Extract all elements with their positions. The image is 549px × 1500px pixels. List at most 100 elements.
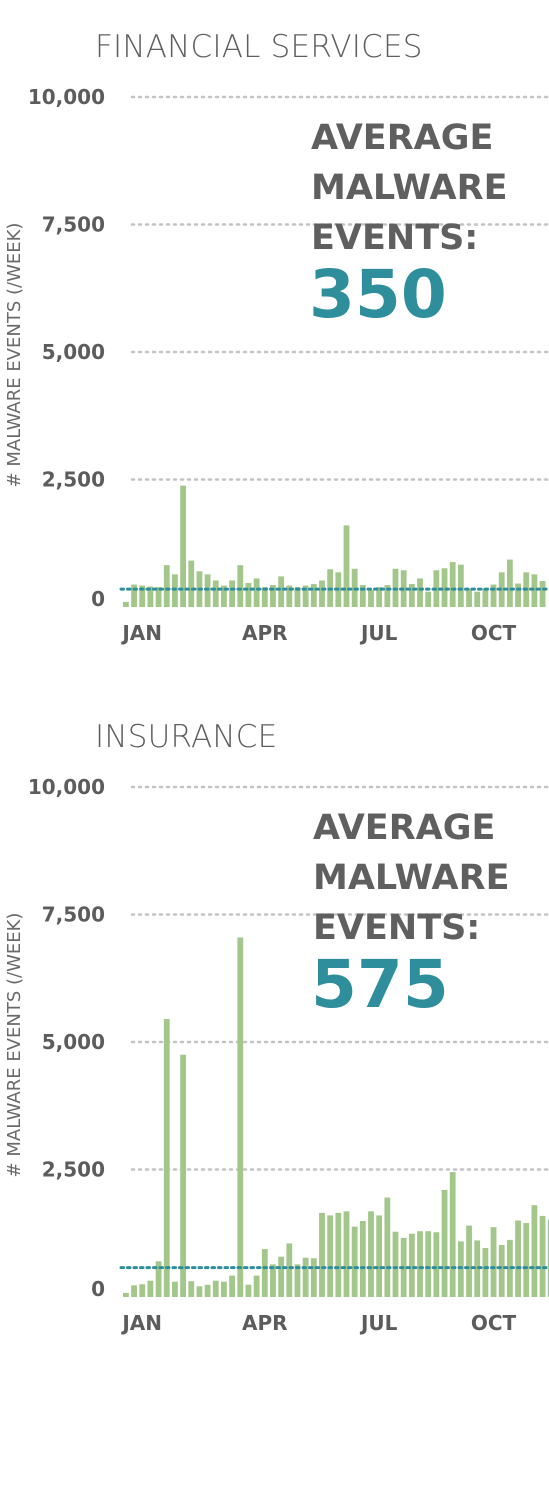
bar: [359, 585, 366, 607]
bar: [523, 1223, 530, 1297]
y-tick-label: 5,000: [42, 1030, 105, 1054]
bar: [449, 562, 456, 607]
bar: [131, 1285, 137, 1297]
bar: [425, 1231, 432, 1297]
x-tick-label: OCT: [471, 1311, 517, 1335]
bar: [180, 1054, 186, 1297]
bar: [531, 574, 538, 607]
average-label-line-1: AVERAGE: [313, 808, 495, 848]
bar: [384, 585, 391, 607]
x-tick-label: JUL: [359, 1311, 398, 1335]
bar: [221, 1281, 227, 1297]
bar: [466, 1225, 472, 1297]
bars: [123, 937, 549, 1297]
x-tick-label: JAN: [120, 1311, 162, 1335]
bar: [229, 1275, 236, 1297]
bar: [155, 587, 162, 607]
bar: [278, 576, 285, 607]
bar: [547, 1219, 549, 1297]
y-tick-label: 2,500: [42, 468, 105, 492]
bar: [327, 1215, 334, 1297]
bar: [457, 564, 464, 607]
bar: [204, 574, 211, 607]
bar: [433, 1232, 440, 1297]
average-annotation: AVERAGE MALWARE EVENTS: 575: [311, 808, 509, 1023]
bar: [392, 1231, 399, 1297]
bar: [294, 587, 301, 607]
average-label-line-3: EVENTS:: [313, 908, 480, 948]
bar: [163, 565, 170, 607]
bar: [123, 1292, 129, 1297]
grid-lines: [130, 95, 549, 481]
x-tick-label: APR: [242, 621, 288, 645]
bar: [490, 1227, 497, 1297]
bar: [147, 1280, 154, 1297]
bar: [498, 1244, 505, 1297]
bar: [539, 1215, 546, 1297]
bar: [302, 585, 309, 607]
bar: [539, 580, 546, 607]
bar: [245, 1284, 252, 1297]
y-tick-labels: 0 2,500 5,000 7,500 10,000: [28, 85, 105, 611]
bar: [188, 560, 195, 607]
bar: [351, 1226, 358, 1297]
bar: [196, 1286, 203, 1297]
y-tick-label: 2,500: [42, 1158, 105, 1182]
average-label-line-3: EVENTS:: [311, 218, 478, 258]
y-tick-label: 10,000: [28, 775, 105, 799]
bar: [343, 1211, 350, 1297]
y-tick-label: 0: [91, 1277, 105, 1301]
bar: [441, 568, 448, 607]
bar: [319, 1212, 325, 1297]
y-axis-label: # MALWARE EVENTS (/WEEK): [4, 223, 25, 488]
bar: [270, 1264, 276, 1297]
chart-title: FINANCIAL SERVICES: [95, 29, 423, 65]
bar: [212, 1280, 219, 1297]
bar: [261, 1249, 268, 1297]
average-value: 350: [309, 256, 447, 333]
bar: [302, 1257, 309, 1297]
bar: [147, 586, 154, 607]
bar: [482, 588, 489, 607]
bar: [253, 578, 260, 607]
bar: [172, 574, 178, 607]
average-label-line-2: MALWARE: [311, 168, 507, 208]
bar: [408, 1233, 415, 1297]
bar: [376, 587, 383, 607]
y-axis-label: # MALWARE EVENTS (/WEEK): [4, 913, 25, 1178]
bar: [294, 1264, 301, 1297]
bar: [359, 1221, 366, 1297]
average-label-line-1: AVERAGE: [311, 118, 493, 158]
bar: [457, 1241, 464, 1297]
bar: [310, 584, 317, 607]
bar: [204, 1284, 211, 1297]
bar: [417, 578, 423, 607]
bar: [163, 1019, 170, 1297]
bar: [310, 1258, 317, 1297]
bar: [425, 591, 432, 607]
x-tick-labels: JANAPRJULOCTJAN: [120, 1311, 517, 1335]
bar: [237, 565, 244, 607]
bar: [245, 583, 252, 607]
bar: [474, 591, 481, 607]
bar: [286, 585, 293, 607]
y-tick-label: 7,500: [42, 213, 105, 237]
bar: [139, 1284, 146, 1297]
bar: [335, 1212, 342, 1297]
average-value: 575: [311, 946, 449, 1023]
bar: [515, 1220, 521, 1297]
bar: [123, 601, 129, 607]
bar: [188, 1281, 195, 1297]
bar: [466, 588, 472, 607]
financial-services-chart: FINANCIAL SERVICES # MALWARE EVENTS (/WE…: [4, 29, 549, 645]
y-tick-label: 5,000: [42, 340, 105, 364]
bar: [221, 585, 227, 607]
chart-title: INSURANCE: [95, 719, 277, 755]
bar: [278, 1256, 285, 1297]
bar: [449, 1172, 456, 1297]
bar: [180, 485, 186, 607]
grid-lines: [130, 785, 549, 1171]
bar: [172, 1281, 178, 1297]
bar: [515, 583, 521, 607]
bar: [261, 587, 268, 607]
